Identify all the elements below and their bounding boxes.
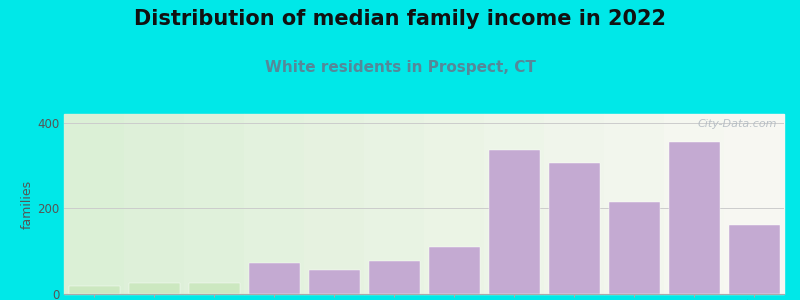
Bar: [609, 202, 659, 294]
Bar: [489, 150, 539, 294]
Bar: [304, 114, 364, 294]
Bar: [189, 283, 239, 294]
Bar: [669, 142, 719, 294]
Bar: [784, 114, 800, 294]
Text: Distribution of median family income in 2022: Distribution of median family income in …: [134, 9, 666, 29]
Text: City-Data.com: City-Data.com: [698, 119, 777, 129]
Bar: [549, 163, 599, 294]
Bar: [364, 114, 424, 294]
Text: White residents in Prospect, CT: White residents in Prospect, CT: [265, 60, 535, 75]
Bar: [129, 283, 179, 294]
Bar: [69, 286, 119, 294]
Y-axis label: families: families: [21, 179, 34, 229]
Bar: [184, 114, 244, 294]
Bar: [249, 263, 299, 294]
Bar: [729, 225, 779, 294]
Bar: [664, 114, 724, 294]
Bar: [244, 114, 304, 294]
Bar: [724, 114, 784, 294]
Bar: [64, 114, 124, 294]
Bar: [124, 114, 184, 294]
Bar: [369, 261, 419, 294]
Bar: [604, 114, 664, 294]
Bar: [424, 114, 484, 294]
Bar: [484, 114, 544, 294]
Bar: [309, 270, 359, 294]
Bar: [429, 247, 479, 294]
Bar: [544, 114, 604, 294]
